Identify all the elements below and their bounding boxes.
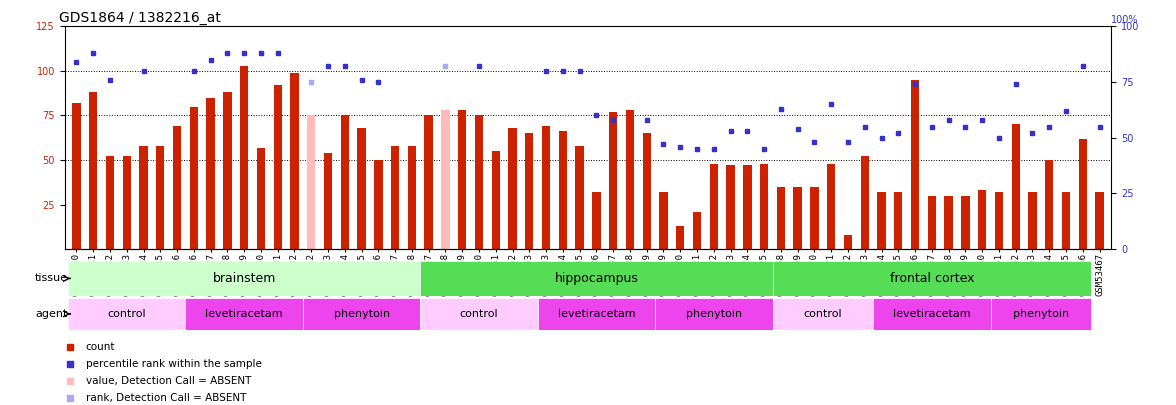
Bar [390, 146, 400, 249]
Bar [978, 190, 987, 249]
Text: control: control [460, 309, 499, 319]
Bar [106, 156, 114, 249]
Bar [873, 298, 990, 330]
Bar [207, 98, 215, 249]
Bar [89, 92, 98, 249]
Bar [773, 298, 873, 330]
Bar [156, 146, 165, 249]
Bar [559, 132, 567, 249]
Bar [810, 187, 818, 249]
Bar [626, 110, 634, 249]
Bar [609, 112, 617, 249]
Bar [189, 107, 198, 249]
Bar [794, 187, 802, 249]
Text: count: count [86, 342, 115, 352]
Bar [223, 92, 232, 249]
Text: frontal cortex: frontal cortex [889, 272, 974, 285]
Text: value, Detection Call = ABSENT: value, Detection Call = ABSENT [86, 376, 252, 386]
Bar [274, 85, 282, 249]
Bar [928, 196, 936, 249]
Bar [72, 103, 81, 249]
Text: levetiracetam: levetiracetam [557, 309, 635, 319]
Bar [575, 146, 583, 249]
Text: agent: agent [35, 309, 68, 319]
Bar [660, 192, 668, 249]
Bar [676, 226, 684, 249]
Bar [420, 261, 773, 296]
Bar [508, 128, 516, 249]
Bar [408, 146, 416, 249]
Bar [68, 261, 420, 296]
Bar [542, 126, 550, 249]
Bar [727, 165, 735, 249]
Bar [441, 110, 449, 249]
Bar [709, 164, 719, 249]
Bar [303, 298, 420, 330]
Bar [1045, 160, 1054, 249]
Bar [776, 187, 786, 249]
Bar [256, 147, 265, 249]
Bar [995, 192, 1003, 249]
Text: 100%: 100% [1111, 15, 1138, 25]
Bar [240, 66, 248, 249]
Bar [693, 212, 701, 249]
Bar [760, 164, 768, 249]
Bar [877, 192, 886, 249]
Bar [323, 153, 332, 249]
Bar [122, 156, 131, 249]
Text: levetiracetam: levetiracetam [206, 309, 283, 319]
Text: control: control [107, 309, 146, 319]
Bar [68, 298, 186, 330]
Bar [1011, 124, 1020, 249]
Bar [374, 160, 382, 249]
Bar [457, 110, 467, 249]
Bar [894, 192, 902, 249]
Text: GDS1864 / 1382216_at: GDS1864 / 1382216_at [60, 11, 221, 25]
Text: tissue: tissue [35, 273, 68, 283]
Text: phenytoin: phenytoin [686, 309, 742, 319]
Bar [655, 298, 773, 330]
Bar [990, 298, 1091, 330]
Bar [420, 298, 537, 330]
Text: levetiracetam: levetiracetam [893, 309, 970, 319]
Bar [911, 80, 920, 249]
Bar [844, 235, 853, 249]
Bar [526, 133, 534, 249]
Bar [425, 115, 433, 249]
Text: percentile rank within the sample: percentile rank within the sample [86, 359, 262, 369]
Bar [1028, 192, 1037, 249]
Bar [827, 164, 835, 249]
Bar [358, 128, 366, 249]
Bar [1062, 192, 1070, 249]
Bar [173, 126, 181, 249]
Text: rank, Detection Call = ABSENT: rank, Detection Call = ABSENT [86, 393, 246, 403]
Bar [307, 115, 315, 249]
Bar [593, 192, 601, 249]
Text: brainstem: brainstem [213, 272, 276, 285]
Bar [341, 115, 349, 249]
Text: control: control [803, 309, 842, 319]
Bar [475, 115, 483, 249]
Bar [861, 156, 869, 249]
Bar [743, 165, 751, 249]
Text: phenytoin: phenytoin [334, 309, 389, 319]
Bar [773, 261, 1091, 296]
Bar [537, 298, 655, 330]
Bar [961, 196, 969, 249]
Text: hippocampus: hippocampus [554, 272, 639, 285]
Bar [186, 298, 303, 330]
Bar [944, 196, 953, 249]
Bar [290, 72, 299, 249]
Bar [492, 151, 500, 249]
Bar [139, 146, 148, 249]
Text: phenytoin: phenytoin [1013, 309, 1069, 319]
Bar [1095, 192, 1104, 249]
Bar [1078, 139, 1087, 249]
Bar [642, 133, 650, 249]
